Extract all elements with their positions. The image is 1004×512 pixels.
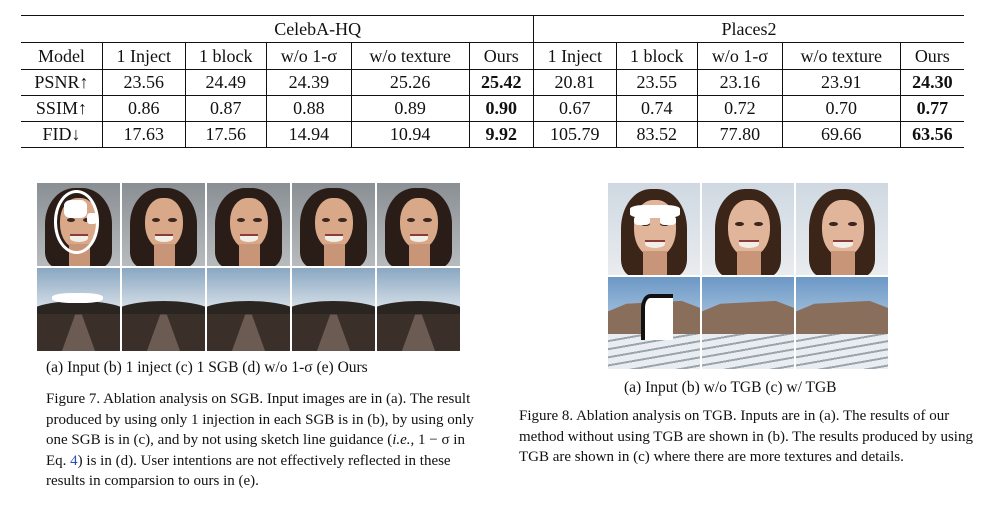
row-metric-label: SSIM↑	[21, 95, 103, 122]
table-cell: 105.79	[532, 121, 617, 148]
figure7-caption-lead: Figure 7. Ablation analysis on SGB. Inpu…	[46, 391, 474, 448]
figure8-face-input-image	[608, 183, 700, 275]
figure8-landscape-input-image	[608, 277, 700, 369]
figure7-caption-tail: ) is in (d). User intentions are not eff…	[46, 452, 451, 490]
table-cell: 0.70	[781, 95, 901, 122]
table-cell: 23.91	[781, 69, 901, 96]
column-header: Ours	[468, 42, 534, 70]
table-cell: 0.67	[532, 95, 617, 122]
table-row: SSIM↑ 0.86 0.87 0.88 0.89 0.90 0.67 0.74…	[21, 95, 964, 122]
figure7-landscape-wo-sigma-image	[292, 268, 375, 351]
table-cell: 10.94	[350, 121, 470, 148]
column-header: 1 block	[184, 42, 267, 70]
figure7-face-ours-image	[377, 183, 460, 266]
table-cell: 23.56	[102, 69, 186, 96]
table-cell: 23.16	[696, 69, 783, 96]
figure8-image-grid	[608, 183, 888, 369]
column-header: w/o texture	[350, 42, 470, 70]
figure7-face-1-inject-image	[122, 183, 205, 266]
figure7-face-input-image	[37, 183, 120, 266]
column-header: 1 Inject	[102, 42, 186, 70]
column-header: Ours	[899, 42, 964, 70]
table-cell: 24.39	[265, 69, 352, 96]
table-cell: 0.72	[696, 95, 783, 122]
table-cell: 83.52	[615, 121, 698, 148]
column-header: w/o 1-σ	[696, 42, 783, 70]
figure7-caption-eq-ref[interactable]: 4	[70, 452, 78, 469]
column-header: w/o texture	[781, 42, 901, 70]
table-cell-best: 0.90	[468, 95, 534, 122]
group-header-celeba: CelebA-HQ	[102, 15, 534, 43]
figure7-caption-mid: , 1 − σ in Eq.	[46, 432, 465, 469]
table-cell: 23.55	[615, 69, 698, 96]
table-cell: 14.94	[265, 121, 352, 148]
table-cell: 0.87	[184, 95, 267, 122]
table-row: FID↓ 17.63 17.56 14.94 10.94 9.92 105.79…	[21, 121, 964, 148]
figure8-caption: Figure 8. Ablation analysis on TGB. Inpu…	[519, 408, 973, 465]
row-metric-label: FID↓	[21, 121, 103, 148]
table-cell: 17.63	[102, 121, 186, 148]
figure8-face-w-tgb-image	[796, 183, 888, 275]
table-cell-best: 24.30	[899, 69, 964, 96]
table-cell: 0.89	[350, 95, 470, 122]
row-metric-label: PSNR↑	[21, 69, 103, 96]
table-column-header-row: Model 1 Inject 1 block w/o 1-σ w/o textu…	[21, 42, 964, 70]
column-header: 1 Inject	[532, 42, 617, 70]
figure8-landscape-wo-tgb-image	[702, 277, 794, 369]
table-cell: 24.49	[184, 69, 267, 96]
figure7-caption-ie: i.e.	[392, 432, 411, 448]
figure7-landscape-ours-image	[377, 268, 460, 351]
column-header: w/o 1-σ	[265, 42, 352, 70]
table-cell-best: 25.42	[468, 69, 534, 96]
figure7-landscape-1-inject-image	[122, 268, 205, 351]
table-cell: 0.86	[102, 95, 186, 122]
group-header-places2: Places2	[532, 15, 964, 43]
figure7-caption: Figure 7. Ablation analysis on SGB. Inpu…	[46, 389, 478, 492]
table-cell: 77.80	[696, 121, 783, 148]
table-cell: 25.26	[350, 69, 470, 96]
column-header: 1 block	[615, 42, 698, 70]
table-group-header-row: CelebA-HQ Places2	[21, 15, 964, 43]
table-cell-best: 9.92	[468, 121, 534, 148]
table-cell: 69.66	[781, 121, 901, 148]
table-cell-best: 63.56	[899, 121, 964, 148]
figure7-face-1-sgb-image	[207, 183, 290, 266]
figure7-face-wo-sigma-image	[292, 183, 375, 266]
figure7-landscape-1-sgb-image	[207, 268, 290, 351]
figure8-landscape-w-tgb-image	[796, 277, 888, 369]
table-corner-cell	[21, 15, 103, 43]
table-cell: 0.74	[615, 95, 698, 122]
table-cell: 0.88	[265, 95, 352, 122]
figure7-landscape-input-image	[37, 268, 120, 351]
table-cell: 20.81	[532, 69, 617, 96]
table-cell-best: 0.77	[899, 95, 964, 122]
table-cell: 17.56	[184, 121, 267, 148]
table-row: PSNR↑ 23.56 24.49 24.39 25.26 25.42 20.8…	[21, 69, 964, 96]
column-header-model: Model	[21, 42, 103, 70]
figure8-sublabels: (a) Input (b) w/o TGB (c) w/ TGB	[624, 379, 837, 396]
ablation-results-table: CelebA-HQ Places2 Model 1 Inject 1 block…	[21, 15, 964, 148]
figure7-sublabels: (a) Input (b) 1 inject (c) 1 SGB (d) w/o…	[46, 359, 368, 376]
figure7-image-grid	[37, 183, 460, 351]
figure8-face-wo-tgb-image	[702, 183, 794, 275]
